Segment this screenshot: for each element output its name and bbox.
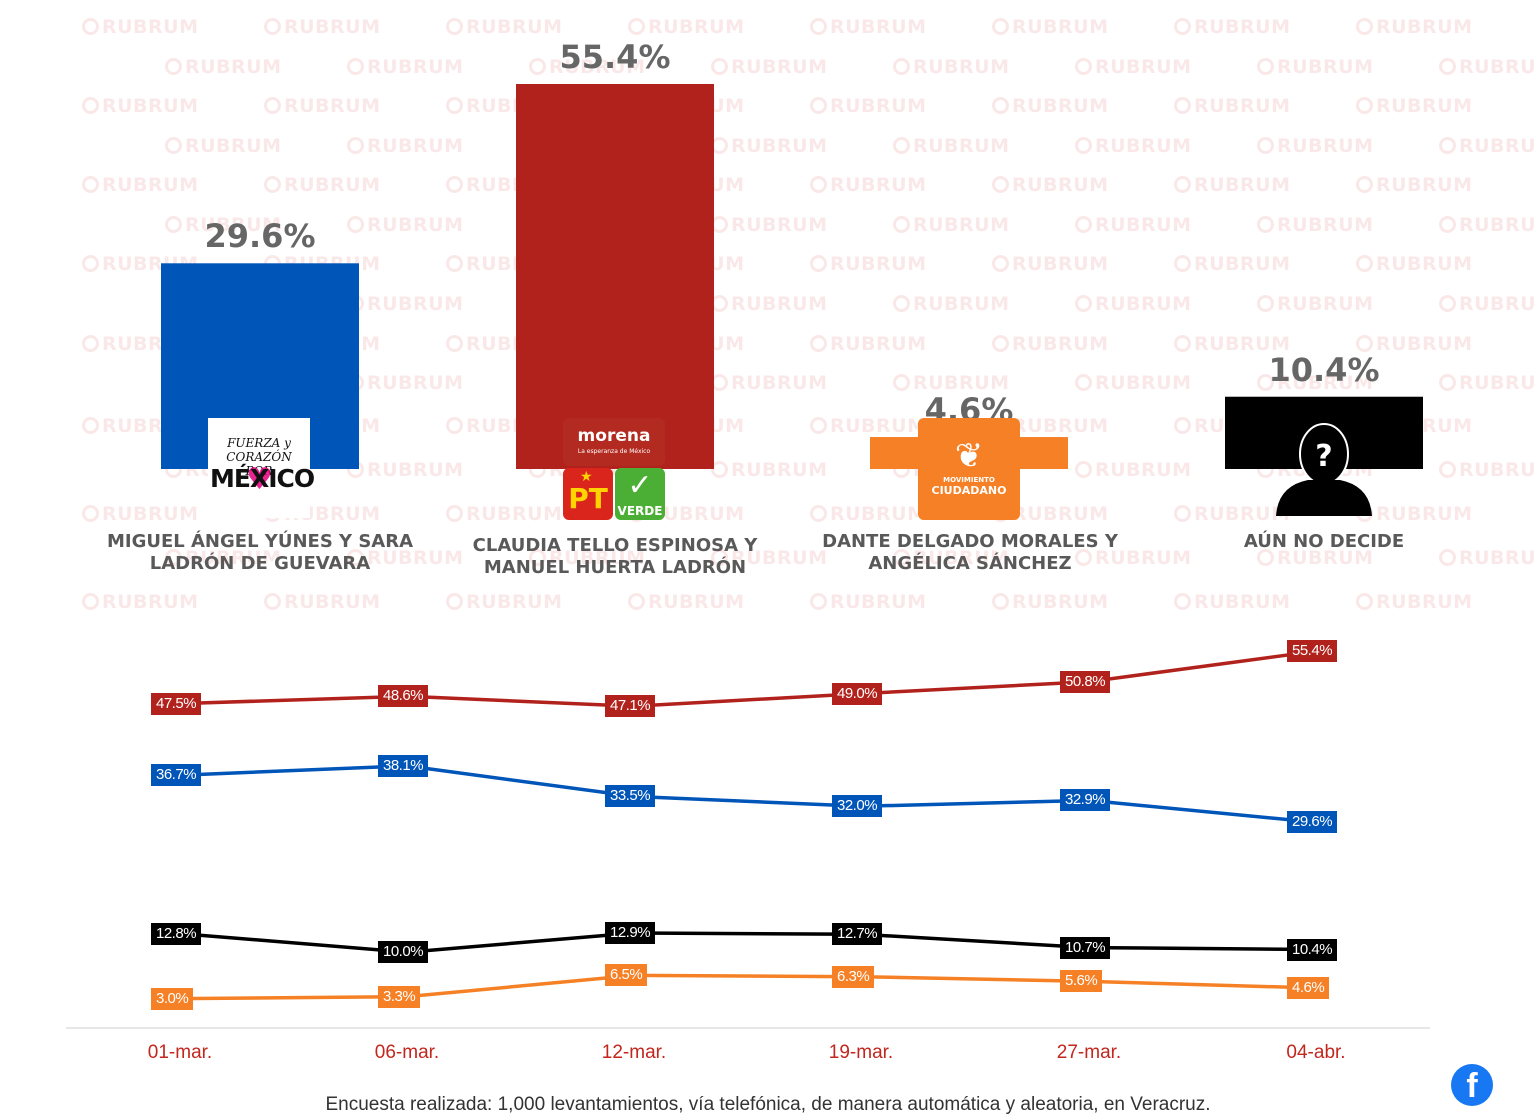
data-label: 6.5% xyxy=(605,964,648,987)
movimiento-ciudadano-logo: ❦ MOVIMIENTO CIUDADANO xyxy=(918,418,1020,520)
data-label: 6.3% xyxy=(832,965,875,988)
data-label: 47.5% xyxy=(151,692,202,715)
pt-logo: ★ PT xyxy=(563,468,613,520)
svg-text:?: ? xyxy=(1315,439,1332,474)
verde-logo: ✓ VERDE xyxy=(615,468,665,520)
data-label: 3.0% xyxy=(151,987,194,1010)
morena-logo-name: morena xyxy=(577,426,651,446)
x-tick-label: 19-mar. xyxy=(828,1042,894,1063)
morena-logo-tagline: La esperanza de México xyxy=(577,448,651,455)
candidate-name: MIGUEL ÁNGEL YÚNES Y SARA LADRÓN DE GUEV… xyxy=(106,531,414,574)
heart-icon: ♥ xyxy=(246,462,273,497)
candidate-name: DANTE DELGADO MORALES Y ANGÉLICA SÁNCHEZ xyxy=(822,531,1118,574)
toucan-icon: ✓ xyxy=(627,468,653,503)
candidate-name: AÚN NO DECIDE xyxy=(1243,531,1405,552)
data-label: 29.6% xyxy=(1287,811,1338,834)
undecided-person-icon: ? xyxy=(1276,423,1372,516)
data-label: 10.7% xyxy=(1060,936,1111,959)
facebook-icon[interactable]: f xyxy=(1451,1064,1493,1106)
bar-value-label: 55.4% xyxy=(559,38,671,76)
data-label: 48.6% xyxy=(378,685,429,708)
data-label: 55.4% xyxy=(1287,640,1338,663)
candidate-name: CLAUDIA TELLO ESPINOSA Y MANUEL HUERTA L… xyxy=(472,535,758,578)
fuerza-logo-text: FUERZA y CORAZÓN POR xyxy=(226,436,292,478)
eagle-icon: ❦ xyxy=(954,436,984,476)
fuerza-logo-mexico: MÉXICO xyxy=(210,464,315,493)
data-label: 32.9% xyxy=(1060,789,1111,812)
data-label: 4.6% xyxy=(1287,977,1330,999)
data-label: 12.7% xyxy=(832,923,883,946)
mc-logo-line1: MOVIMIENTO xyxy=(943,476,995,484)
data-label: 38.1% xyxy=(378,754,429,777)
data-label: 50.8% xyxy=(1060,670,1111,693)
series-line xyxy=(179,649,1317,708)
data-label: 36.7% xyxy=(151,764,202,787)
verde-logo-name: VERDE xyxy=(617,504,663,518)
bar-value-label: 29.6% xyxy=(204,217,316,256)
series-line xyxy=(179,764,1317,825)
series-line xyxy=(179,931,1317,954)
x-tick-label: 01-mar. xyxy=(147,1042,213,1063)
data-label: 47.1% xyxy=(605,695,656,718)
data-label: 33.5% xyxy=(605,785,656,808)
x-tick-label: 04-abr. xyxy=(1286,1042,1346,1063)
x-tick-label: 06-mar. xyxy=(374,1042,440,1063)
data-label: 5.6% xyxy=(1060,970,1103,993)
data-label: 3.3% xyxy=(378,985,421,1008)
x-tick-label: 12-mar. xyxy=(601,1042,667,1063)
series-line xyxy=(179,973,1317,1001)
survey-footnote: Encuesta realizada: 1,000 levantamientos… xyxy=(325,1094,1211,1115)
pt-logo-name: PT xyxy=(568,482,608,515)
star-icon: ★ xyxy=(580,469,593,485)
data-label: 10.4% xyxy=(1287,938,1338,961)
morena-logo: morena La esperanza de México xyxy=(563,418,665,466)
bar xyxy=(516,84,714,469)
mc-logo-line2: CIUDADANO xyxy=(931,484,1007,497)
x-tick-label: 27-mar. xyxy=(1056,1042,1122,1063)
data-label: 12.8% xyxy=(151,922,202,945)
fuerza-y-corazon-logo: FUERZA y CORAZÓN POR ♥ MÉXICO xyxy=(208,418,315,518)
bar-value-label: 10.4% xyxy=(1268,350,1380,389)
data-label: 32.0% xyxy=(832,795,883,818)
data-label: 49.0% xyxy=(832,682,883,705)
data-label: 10.0% xyxy=(378,941,429,964)
data-label: 12.9% xyxy=(605,921,656,944)
